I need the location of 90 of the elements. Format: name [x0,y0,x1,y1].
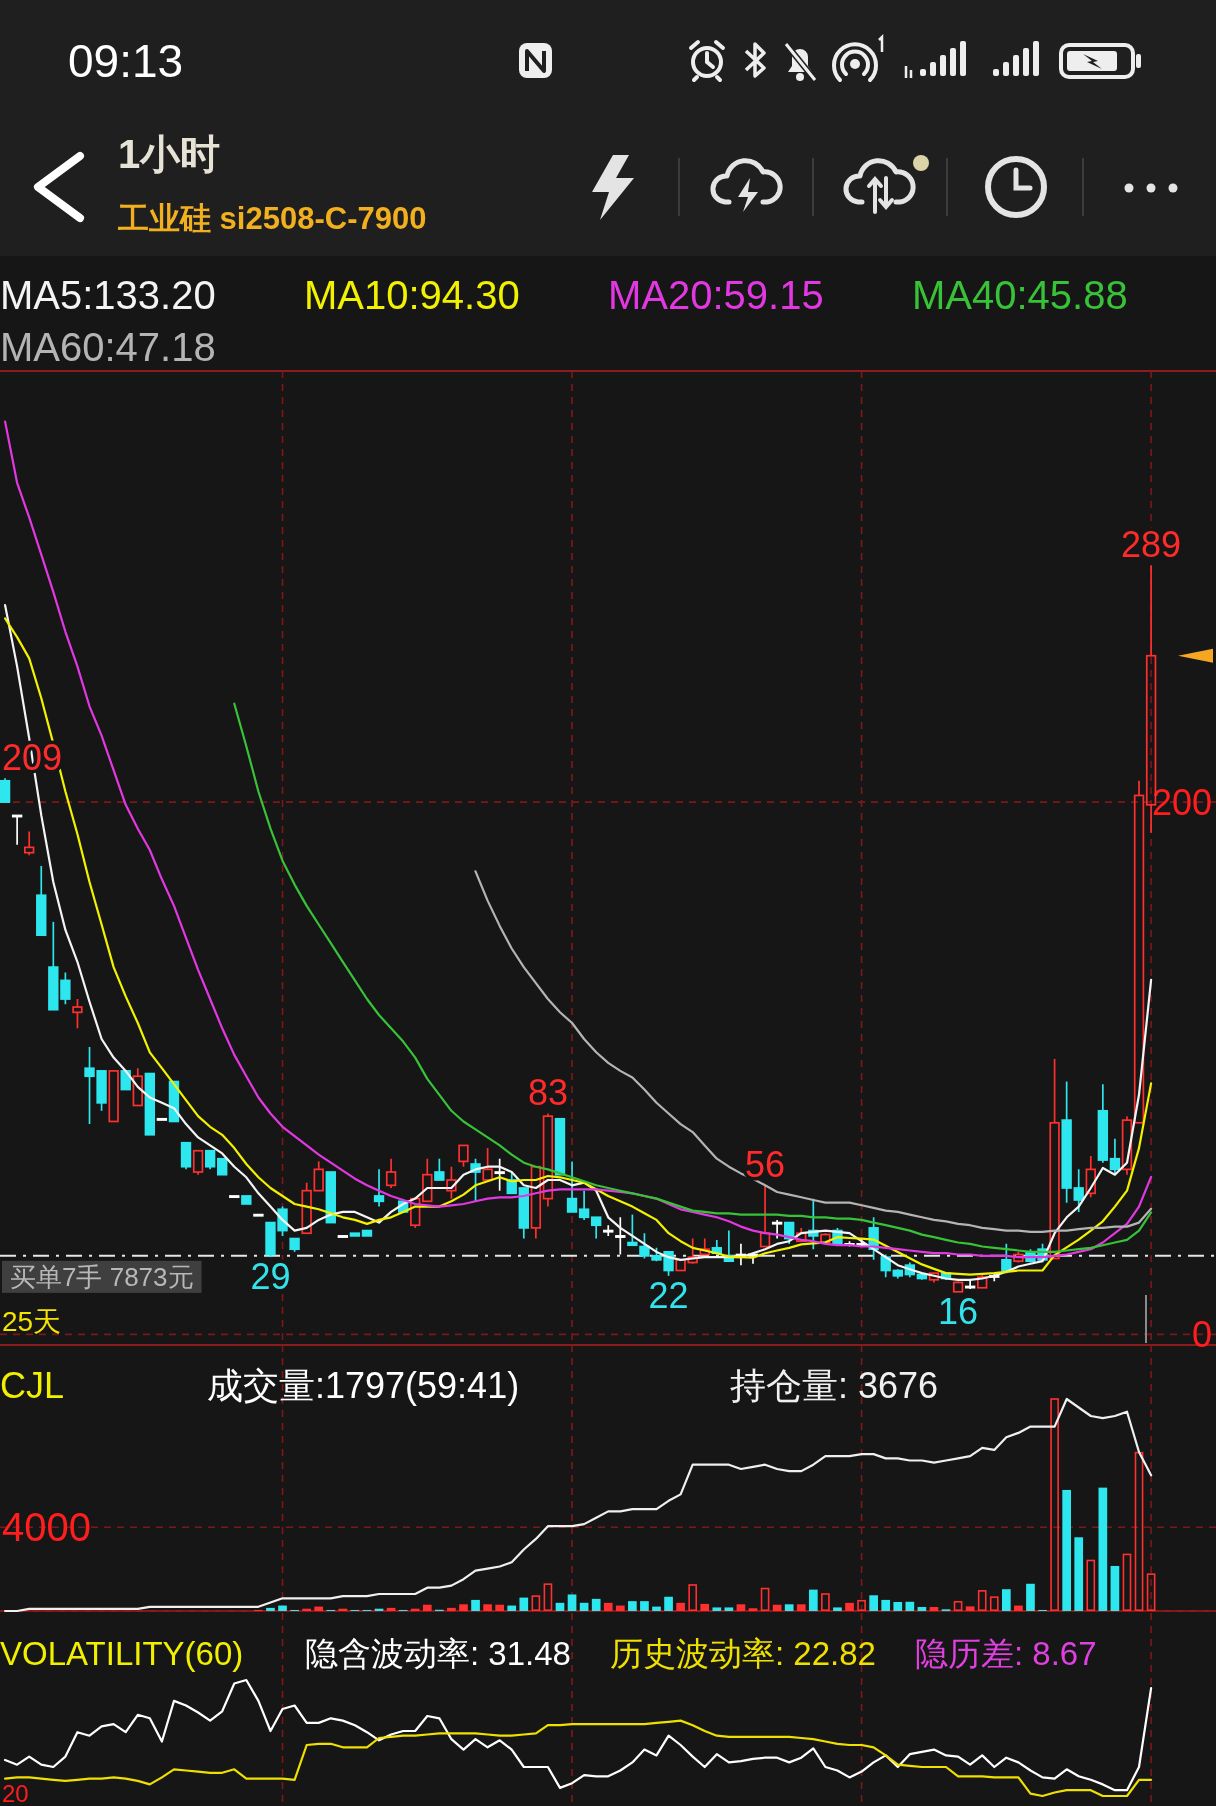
bar [929,1607,939,1611]
bar [603,1602,613,1611]
bar [266,1607,275,1611]
bar [1134,1451,1144,1611]
bar [615,1605,625,1611]
bar [917,1607,927,1611]
text: 隐历差: 8.67 [915,1635,1097,1672]
text: MA60:47.18 [0,325,216,369]
bar [953,1600,963,1611]
bar [724,1607,734,1611]
bar [278,1605,287,1611]
bar [664,1596,673,1611]
bar [483,1604,492,1611]
text: MA20:59.15 [608,273,824,317]
bar [555,1602,565,1611]
bar [833,1607,842,1611]
series-label: 隐含波动率: 31.48 [305,1635,571,1672]
bar [881,1599,891,1611]
bar [736,1604,746,1611]
bar [1014,1605,1023,1611]
ref-line-label: 买单7手 7873元 [10,1261,194,1292]
bar [591,1598,601,1611]
bar [760,1587,770,1611]
series-label: 历史波动率: 22.82 [610,1635,876,1672]
bar [495,1604,505,1611]
bar [977,1590,987,1611]
text: 16 [938,1290,979,1332]
series-label: 持仓量: 3676 [730,1365,939,1406]
text: 289 [1121,524,1182,566]
bar [845,1602,854,1611]
bar [700,1603,710,1611]
text: CJL [0,1365,65,1406]
bar [1026,1583,1035,1611]
bar [640,1601,649,1611]
bar [808,1589,818,1611]
bar [507,1605,517,1611]
bar [543,1583,553,1611]
text: 09:13 [68,35,184,87]
chart-title: VOLATILITY(60) [0,1635,244,1672]
text: 22 [648,1274,689,1316]
bar [1050,1398,1059,1611]
text: 29 [250,1256,291,1298]
text: MA5:133.20 [0,273,216,317]
bar [314,1606,324,1611]
bar [869,1595,878,1611]
bar [784,1604,794,1611]
bar [459,1604,468,1611]
bar [688,1584,698,1611]
bar [531,1595,541,1611]
bar [302,1608,311,1611]
bar [821,1593,830,1611]
bar [796,1604,806,1611]
bar [567,1594,577,1611]
bar [905,1601,915,1611]
bar [857,1599,866,1611]
text: MA40:45.88 [912,273,1128,317]
bar [579,1602,589,1611]
bar [1098,1487,1108,1611]
bar [471,1599,480,1611]
bar [1062,1489,1071,1611]
line-series [474,870,1153,1233]
bar [1001,1589,1011,1611]
annotation: 成交量:1797(59:41) [207,1365,520,1406]
bar [676,1602,685,1611]
annotation: 25天 [2,1306,62,1337]
chart-subtitle: 工业硅 si2508-C-7900 [117,201,427,236]
bar [1074,1537,1084,1611]
bar [1086,1559,1096,1611]
bar [652,1606,661,1611]
bar [1122,1553,1132,1611]
bar [965,1606,975,1611]
chart-title: 1小时 [118,132,221,176]
bar [893,1601,903,1611]
text: MA10:94.30 [304,273,520,317]
bar [628,1601,637,1611]
bar [447,1607,456,1611]
y-tick-label: 0 [1191,1313,1212,1355]
bar [748,1608,758,1611]
bar [712,1607,722,1611]
bar [1146,1573,1156,1611]
bar [422,1604,432,1611]
bar [410,1608,420,1611]
annotation: 20 [2,1780,29,1806]
text: 83 [527,1072,568,1114]
y-tick-label: 200 [1151,781,1212,823]
bar [989,1596,999,1611]
bar [519,1597,529,1611]
bar [1110,1565,1120,1611]
text: 56 [745,1144,786,1186]
y-tick-label: 4000 [2,1505,91,1550]
